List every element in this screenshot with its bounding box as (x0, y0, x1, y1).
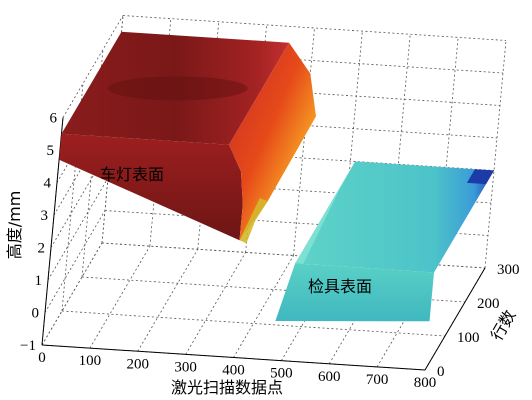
x-axis-label: 激光扫描数据点 (171, 378, 283, 397)
x-tick-label: 700 (366, 372, 389, 388)
x-tick-label: 600 (318, 369, 341, 385)
y-tick-label: 0 (437, 364, 445, 380)
grid-line (50, 145, 112, 248)
x-tick-label: 300 (174, 359, 197, 375)
x-axis (41, 344, 426, 371)
grid-line (388, 34, 411, 262)
y-tick-label: 100 (457, 330, 480, 346)
z-tick-label: 5 (47, 143, 55, 159)
z-axis (41, 117, 64, 346)
jig-surface-top (295, 161, 494, 273)
x-tick-label: 0 (38, 350, 46, 366)
grid-line (89, 245, 151, 349)
grid-line (293, 27, 315, 256)
z-tick-label: −1 (20, 338, 36, 354)
lamp-surface-edge (229, 42, 316, 241)
z-tick-label: 4 (44, 176, 52, 192)
z-axis-label: 高度/mm (5, 191, 24, 260)
z-tick-label: 6 (50, 111, 58, 127)
grid-line (44, 210, 106, 313)
x-tick-label: 500 (270, 366, 293, 382)
z-tick-label: 2 (38, 241, 46, 257)
lamp-surface-top (61, 31, 290, 145)
z-tick-label: 1 (35, 273, 43, 289)
y-tick-label: 200 (477, 296, 500, 312)
jig-surface-far-edge (466, 169, 494, 185)
grid-line (62, 15, 124, 118)
lamp-surface-shade (107, 76, 248, 101)
lamp-surface-drip (239, 198, 268, 244)
grid-line (233, 255, 294, 358)
grid-line (137, 249, 199, 352)
grid-line (61, 310, 446, 337)
x-tick-label: 200 (127, 356, 150, 372)
grid-line (185, 252, 246, 355)
y-axis (424, 267, 486, 371)
surfaces (59, 31, 494, 322)
jig-surface-front (275, 263, 434, 322)
axes (41, 117, 486, 371)
grid-line (47, 177, 109, 281)
x-tick-label: 800 (414, 375, 437, 391)
x-tick-label: 100 (79, 353, 102, 369)
z-tick-label: 0 (32, 306, 40, 322)
grid-line (122, 15, 507, 41)
grid-line (41, 242, 103, 346)
x-tick-label: 400 (222, 363, 245, 379)
grid-line (340, 31, 363, 259)
z-tick-label: 3 (41, 208, 49, 224)
annotation-lamp-surface: 车灯表面 (100, 165, 164, 184)
grid-line (484, 40, 507, 269)
y-axis-label: 行数 (487, 307, 519, 344)
y-tick-label: 300 (497, 262, 520, 278)
tick-labels: 0 100 200 300 400 500 600 700 8000100200300−1012… (20, 111, 519, 392)
lamp-surface-front (59, 133, 243, 241)
annotation-jig-surface: 检具表面 (308, 277, 372, 296)
grid-line (436, 37, 459, 265)
